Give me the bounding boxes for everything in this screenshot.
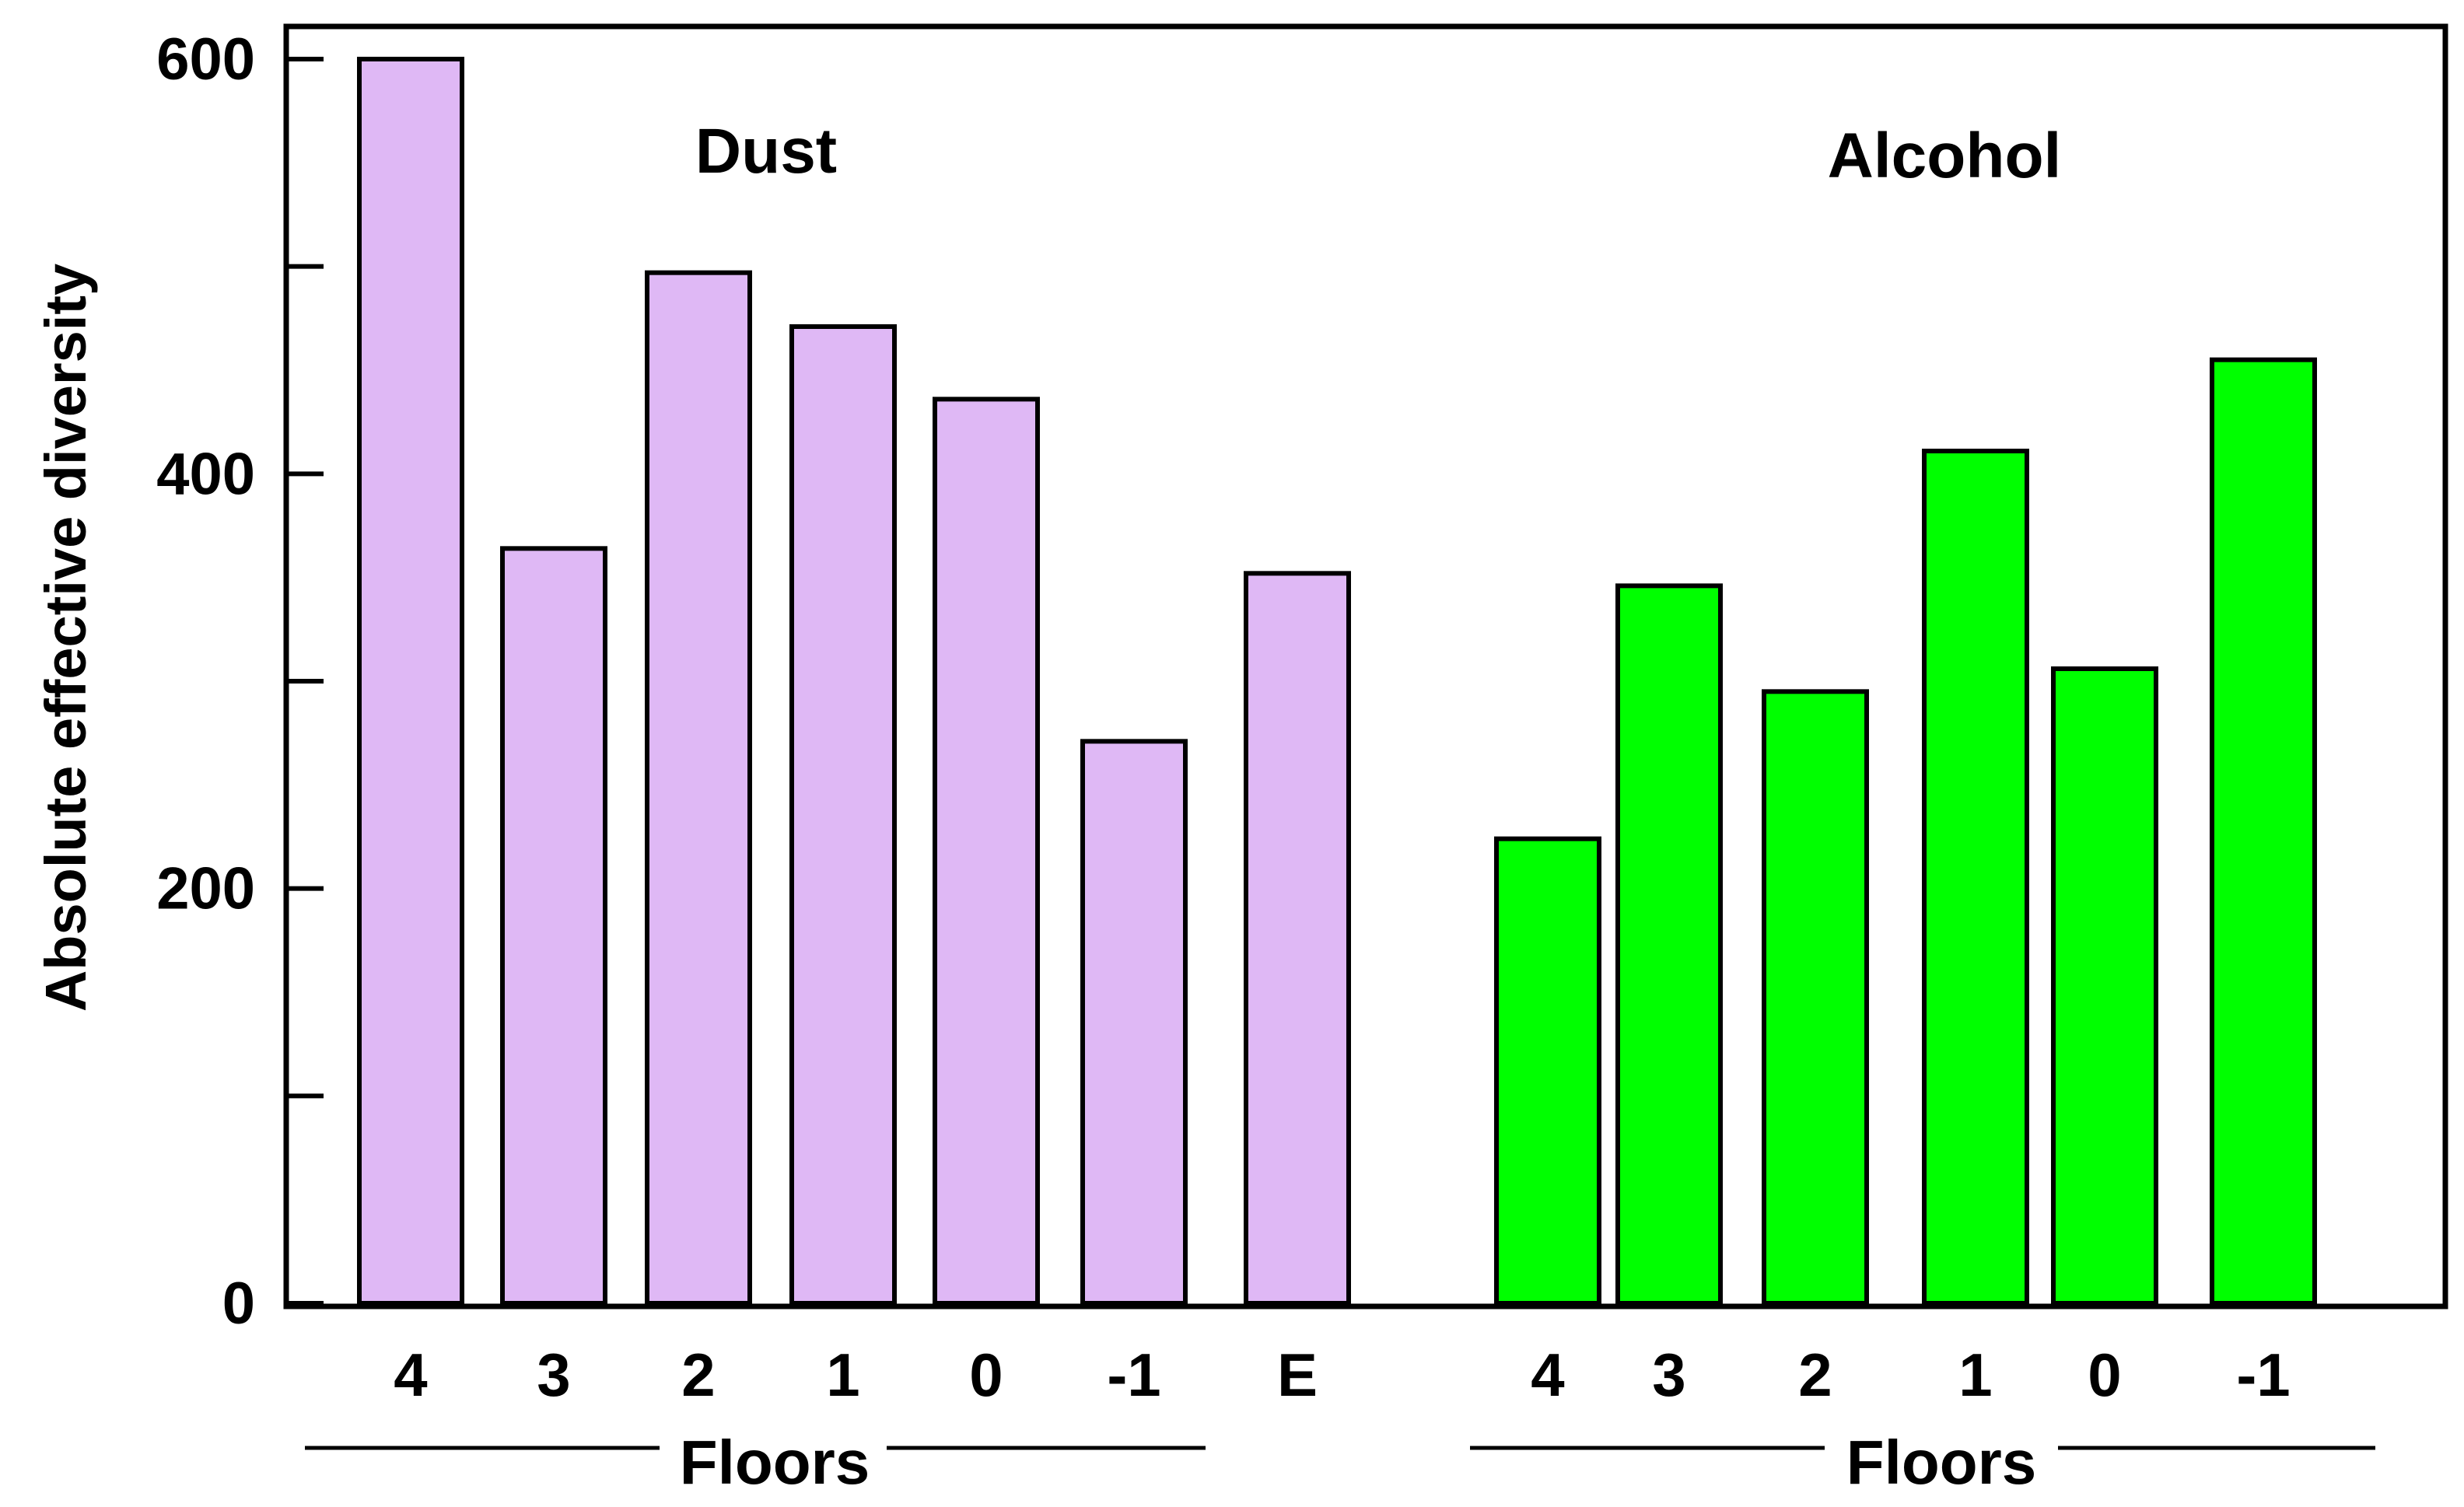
x-tick-label-dust: -1 (1107, 1341, 1160, 1409)
plot-frame (283, 23, 2448, 1309)
bar-dust-floor-4 (357, 57, 464, 1306)
x-tick-label-dust: 1 (826, 1341, 859, 1409)
bar-dust-floor-1 (789, 324, 897, 1306)
bar-alcohol-floor-0 (2051, 666, 2158, 1306)
group-label-alcohol: Alcohol (1828, 121, 2062, 191)
y-tick-label: 200 (156, 856, 255, 922)
group-label-dust: Dust (695, 116, 837, 187)
bar-alcohol-floor-2 (1762, 689, 1869, 1306)
y-axis-ticks: 0 200 400 600 (156, 26, 324, 1337)
x-tick-label-alcohol: 2 (1798, 1341, 1832, 1409)
bar-dust-floor-3 (500, 546, 607, 1306)
x-tick-label-dust: 2 (681, 1341, 715, 1409)
x-tick-label-alcohol: 4 (1531, 1341, 1564, 1409)
bar-dust-floor--1 (1080, 739, 1188, 1306)
y-tick-label: 0 (222, 1271, 255, 1337)
dust-x-axis-title: Floors (680, 1428, 870, 1497)
x-tick-label-alcohol: 3 (1652, 1341, 1685, 1409)
y-axis-title: Absolute effective diversity (33, 264, 98, 1012)
bar-dust-floor-0 (933, 397, 1040, 1306)
bar-alcohol-floor--1 (2210, 357, 2317, 1306)
x-tick-label-dust: E (1277, 1341, 1318, 1409)
x-tick-label-dust: 4 (394, 1341, 427, 1409)
x-tick-label-dust: 3 (537, 1341, 570, 1409)
y-tick-label: 600 (156, 26, 255, 93)
x-tick-labels: 4 3 2 1 0 -1 E 4 3 2 1 0 -1 (394, 1341, 2290, 1409)
alcohol-x-axis-title: Floors (1846, 1428, 2036, 1497)
y-tick-label: 400 (156, 441, 255, 507)
bar-alcohol-floor-1 (1922, 449, 2029, 1306)
bar-alcohol-floor-4 (1494, 836, 1601, 1306)
bars-layer (357, 57, 2317, 1306)
x-tick-label-alcohol: 1 (1958, 1341, 1992, 1409)
bar-alcohol-floor-3 (1615, 583, 1723, 1306)
bar-dust-floor-2 (645, 270, 752, 1306)
bar-dust-floor-E (1244, 571, 1351, 1306)
x-tick-label-dust: 0 (969, 1341, 1003, 1409)
x-tick-label-alcohol: -1 (2236, 1341, 2290, 1409)
x-tick-label-alcohol: 0 (2088, 1341, 2121, 1409)
